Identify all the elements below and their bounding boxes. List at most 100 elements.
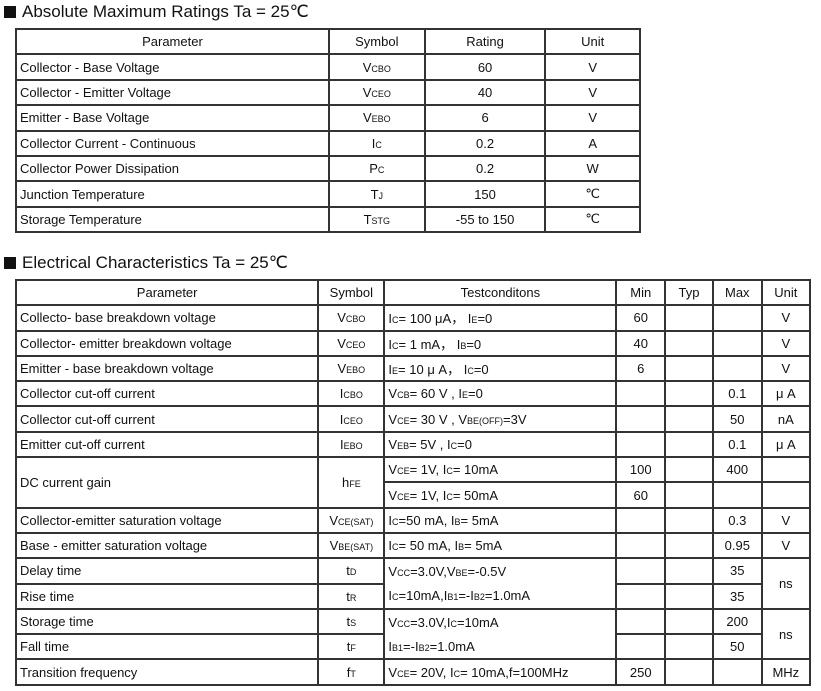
column-header: Rating xyxy=(423,27,547,56)
text-segment: = 1V, I xyxy=(409,462,447,478)
symbol-cell: VCEO xyxy=(317,329,386,357)
parameter-cell: Rise time xyxy=(14,582,320,610)
max-cell: 0.1 xyxy=(711,380,763,408)
table-row: Collector Current - Continuous IC 0.2 A xyxy=(15,129,641,157)
symbol-cell: VCBO xyxy=(317,304,386,332)
subscript: EBO xyxy=(346,365,366,376)
subscript: C xyxy=(392,542,399,553)
column-header: Max xyxy=(711,278,763,307)
table-row: Rise time tr IC=10mA,IB1=-IB2=1.0mA 35 xyxy=(14,582,810,610)
table-row: Emitter cut-off current IEBO VEB= 5V , IC=… xyxy=(14,430,812,459)
parameter-cell: DC current gain xyxy=(14,456,320,509)
test-condition-cell: VCC=3.0V,VBE=-0.5V xyxy=(383,557,618,584)
typ-cell xyxy=(664,430,714,459)
text-segment: = 1V, I xyxy=(409,487,447,503)
min-cell xyxy=(615,506,667,534)
symbol-cell: VCEO xyxy=(327,78,426,107)
text-segment: = 100 μA， I xyxy=(398,311,472,327)
text-segment: V xyxy=(362,84,372,100)
unit-cell: V xyxy=(760,531,812,560)
unit-cell: ns xyxy=(760,607,812,661)
text-segment: V xyxy=(388,614,398,630)
unit-cell xyxy=(760,481,812,509)
min-cell xyxy=(615,380,667,408)
text-segment: =0 xyxy=(457,436,472,452)
column-header: Testconditons xyxy=(383,278,618,307)
unit-cell: ℃ xyxy=(544,205,641,234)
table-row: Collector- emitter breakdown voltage VCEO… xyxy=(14,329,812,357)
table-row: Transition frequency fT VCE= 20V, IC= 10mA… xyxy=(14,658,812,686)
typ-cell xyxy=(664,506,714,534)
rating-cell: 150 xyxy=(423,180,547,208)
symbol-cell: IEBO xyxy=(317,430,386,459)
typ-cell xyxy=(664,405,714,433)
subscript: d xyxy=(349,567,357,578)
text-segment: I xyxy=(388,538,393,554)
table-row: Collector cut-off current ICEO VCE= 30 V ,… xyxy=(14,405,812,433)
subscript: B xyxy=(454,516,461,527)
parameter-cell: Storage Temperature xyxy=(15,205,330,234)
parameter-cell: Collecto- base breakdown voltage xyxy=(14,304,320,332)
symbol-cell: ICEO xyxy=(317,405,386,433)
subscript: C xyxy=(375,139,382,150)
min-cell: 60 xyxy=(615,304,667,332)
text-segment: = 5mA xyxy=(464,538,503,554)
column-header: Min xyxy=(615,278,667,307)
typ-cell xyxy=(664,304,714,332)
subscript: B2 xyxy=(473,592,485,603)
text-segment: I xyxy=(388,512,393,528)
absolute-max-ratings-table: Parameter Symbol Rating Unit Collector - Bas… xyxy=(15,27,641,234)
subscript: BE(sat) xyxy=(338,542,374,553)
text-segment: t xyxy=(346,563,350,579)
symbol-cell: IC xyxy=(327,129,426,157)
typ-cell xyxy=(664,607,714,636)
unit-cell xyxy=(760,456,812,484)
unit-cell: V xyxy=(544,78,641,107)
table-row: Storage time ts VCC=3.0V,IC=10mA 200 ns xyxy=(14,607,812,661)
min-cell xyxy=(615,430,667,459)
subscript: C xyxy=(450,440,458,451)
subscript: CEO xyxy=(371,88,391,99)
test-condition-cell: IC= 50 mA, IB= 5mA xyxy=(383,531,618,560)
symbol-cell: Tstg xyxy=(327,205,426,234)
table-row: DC current gain hFE VCE= 1V, IC= 10mA 100 40… xyxy=(14,456,812,509)
parameter-cell: Collector-emitter saturation voltage xyxy=(14,506,320,534)
table-row: Storage Temperature Tstg -55 to 150 ℃ xyxy=(15,205,641,234)
parameter-cell: Collector Current - Continuous xyxy=(15,129,330,157)
typ-cell xyxy=(664,481,714,509)
rating-cell: 60 xyxy=(423,53,547,81)
unit-cell: ns xyxy=(760,557,812,610)
column-header: Symbol xyxy=(317,278,386,307)
max-cell: 0.1 xyxy=(711,430,763,459)
text-segment: V xyxy=(337,310,346,326)
text-segment: = 10 μ A， I xyxy=(398,362,468,378)
typ-cell xyxy=(664,354,714,383)
text-segment: T xyxy=(363,211,372,227)
min-cell: 250 xyxy=(615,658,667,686)
table-row: Collecto- base breakdown voltage VCBO IC= … xyxy=(14,304,812,332)
text-segment: V xyxy=(329,538,339,554)
table-row: Fall time tf IB1=-IB2=1.0mA 50 xyxy=(14,633,810,661)
parameter-cell: Transition frequency xyxy=(14,658,320,686)
symbol-cell: td xyxy=(317,557,386,585)
max-cell: 50 xyxy=(711,405,763,433)
subscript: C xyxy=(450,618,457,629)
text-segment: I xyxy=(340,436,344,452)
text-segment: I xyxy=(339,386,344,402)
ec-title: Electrical Characteristics Ta = 25℃ xyxy=(22,253,288,272)
min-cell xyxy=(615,607,667,636)
min-cell xyxy=(615,633,667,661)
text-segment: V xyxy=(329,512,339,528)
symbol-cell: PC xyxy=(327,154,426,183)
test-condition-cell: VCE= 30 V , VBE(off)=3V xyxy=(383,405,618,433)
subscript: EBO xyxy=(343,440,363,451)
unit-cell: V xyxy=(760,354,812,383)
rating-cell: 40 xyxy=(423,78,547,107)
text-segment: =10mA xyxy=(456,614,499,630)
max-cell: 200 xyxy=(711,607,763,636)
text-segment: t xyxy=(346,639,351,655)
min-cell: 100 xyxy=(615,456,667,484)
subscript: s xyxy=(350,618,357,628)
rating-cell: 0.2 xyxy=(423,154,547,183)
electrical-characteristics-table: Parameter Symbol Testconditons Min Typ Max Uni… xyxy=(14,278,812,686)
